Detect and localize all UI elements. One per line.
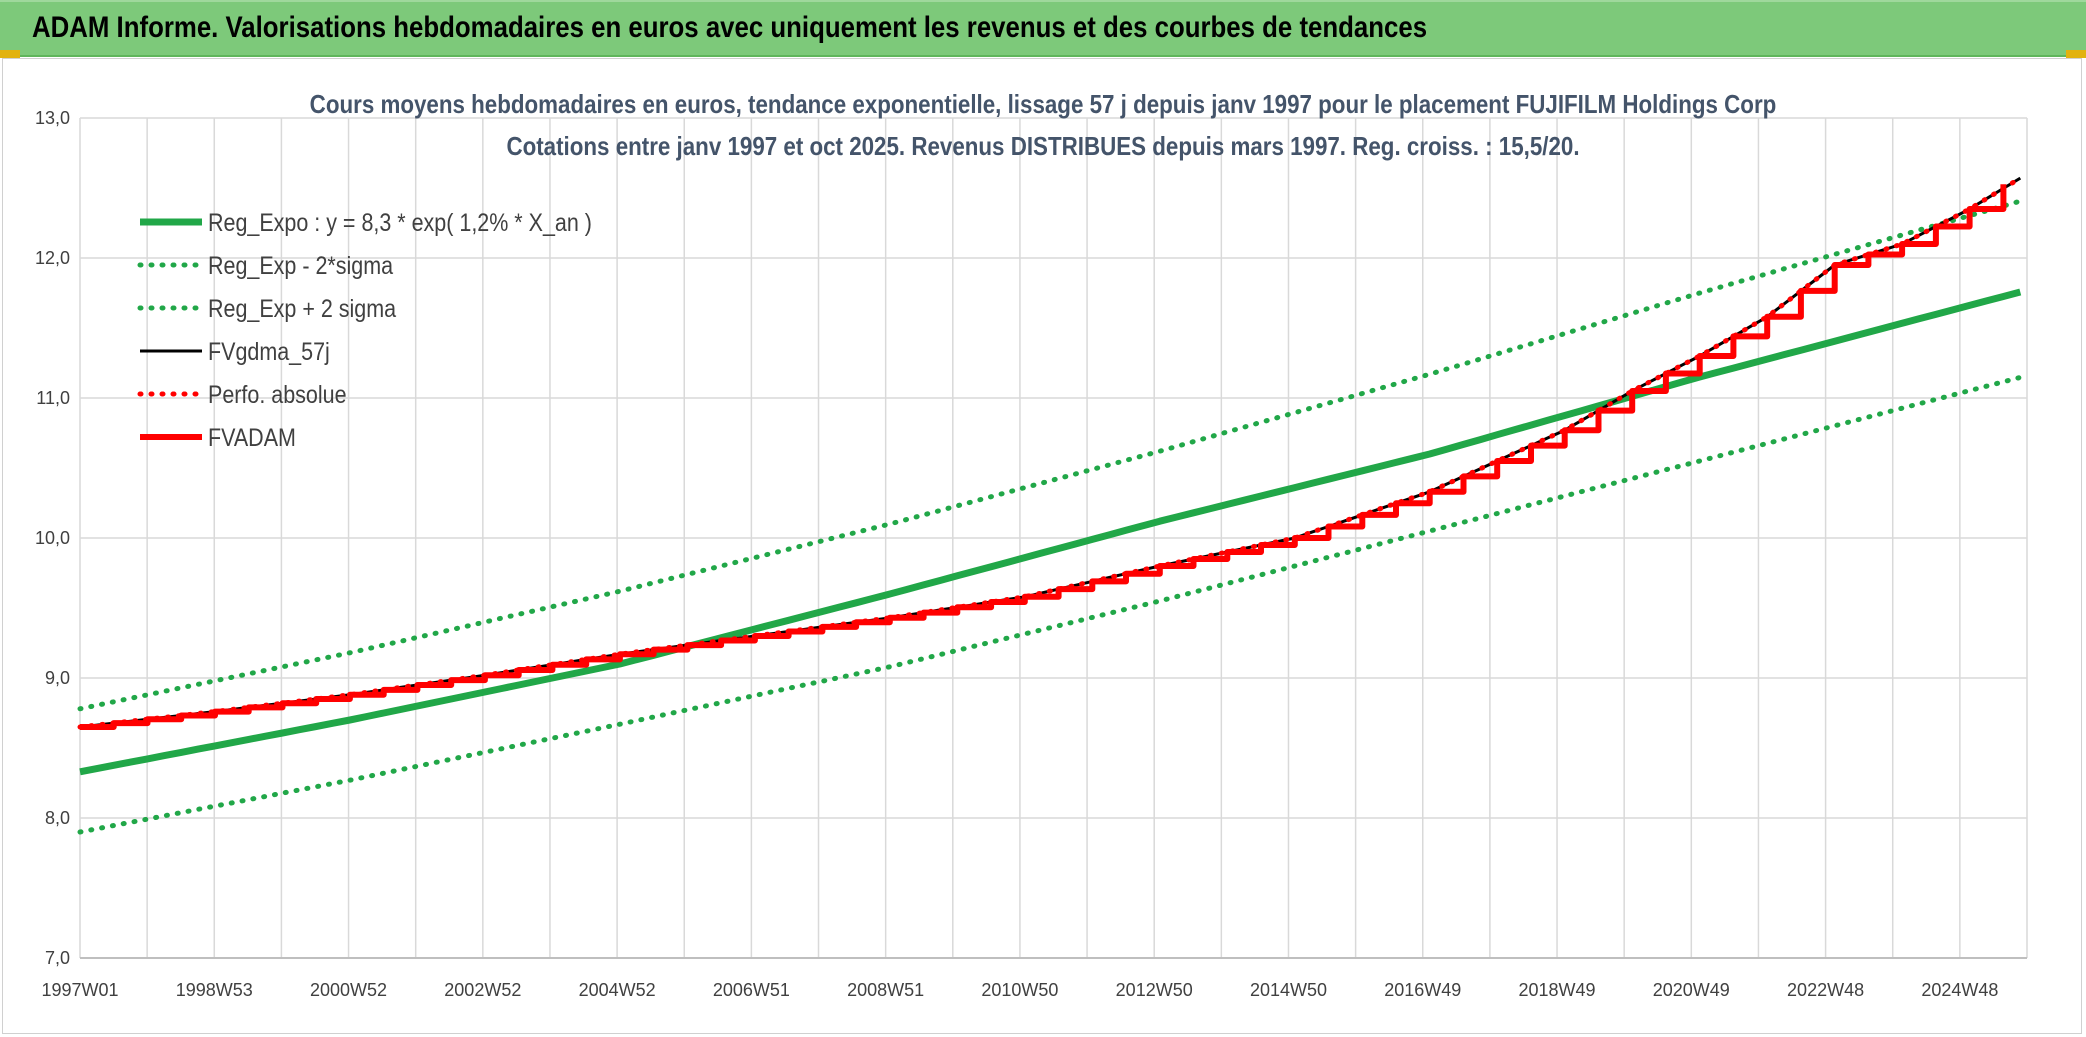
corner-accent-left xyxy=(0,50,20,58)
legend: Reg_Expo : y = 8,3 * exp( 1,2% * X_an ) R… xyxy=(137,208,592,451)
chart-subtitle: Cotations entre janv 1997 et oct 2025. R… xyxy=(506,132,1579,161)
x-tick-label: 2018W49 xyxy=(1519,980,1596,1000)
chart-frame xyxy=(2,58,2082,1034)
series-line-6 xyxy=(80,184,2007,730)
grid-lines xyxy=(79,117,2028,959)
series-line-3 xyxy=(77,198,2023,712)
x-tick-label: 2000W52 xyxy=(310,980,387,1000)
x-tick-label: 2006W51 xyxy=(713,980,790,1000)
series-line-2 xyxy=(77,374,2023,835)
y-tick-label: 10,0 xyxy=(35,528,70,548)
legend-label-3: Reg_Exp + 2 sigma xyxy=(208,294,396,322)
y-tick-label: 8,0 xyxy=(45,808,70,828)
y-tick-label: 11,0 xyxy=(36,388,70,408)
x-tick-label: 2008W51 xyxy=(847,980,924,1000)
legend-label-4: FVgdma_57j xyxy=(208,337,330,365)
series-line-1 xyxy=(79,288,2022,776)
legend-label-6: FVADAM xyxy=(208,423,296,451)
x-tick-label: 2024W48 xyxy=(1921,980,1998,1000)
x-tick-label: 2022W48 xyxy=(1787,980,1864,1000)
x-tick-label: 2002W52 xyxy=(444,980,521,1000)
corner-accent-right xyxy=(2066,50,2086,58)
y-tick-label: 13,0 xyxy=(35,108,70,128)
legend-label-1: Reg_Expo : y = 8,3 * exp( 1,2% * X_an ) xyxy=(208,208,592,236)
x-tick-label: 1998W53 xyxy=(176,980,253,1000)
legend-label-2: Reg_Exp - 2*sigma xyxy=(208,251,393,279)
header-banner: ADAM Informe. Valorisations hebdomadaire… xyxy=(0,0,2086,57)
y-tick-label: 7,0 xyxy=(45,948,70,968)
x-tick-label: 2004W52 xyxy=(579,980,656,1000)
x-tick-label: 2014W50 xyxy=(1250,980,1327,1000)
y-tick-label: 12,0 xyxy=(35,248,70,268)
axes: 7,0 8,0 9,0 10,0 11,0 12,0 13,0 1997W01 1998W53 2… xyxy=(35,108,2027,1000)
legend-label-5: Perfo. absolue xyxy=(208,380,347,408)
x-tick-label: 2010W50 xyxy=(981,980,1058,1000)
x-tick-label: 2016W49 xyxy=(1384,980,1461,1000)
y-tick-label: 9,0 xyxy=(45,668,70,688)
chart-title: Cours moyens hebdomadaires en euros, ten… xyxy=(310,90,1777,119)
x-tick-label: 2020W49 xyxy=(1653,980,1730,1000)
x-tick-label: 2012W50 xyxy=(1116,980,1193,1000)
x-tick-label: 1997W01 xyxy=(41,980,118,1000)
series-layer xyxy=(77,175,2023,835)
header-title: ADAM Informe. Valorisations hebdomadaire… xyxy=(32,11,1428,44)
